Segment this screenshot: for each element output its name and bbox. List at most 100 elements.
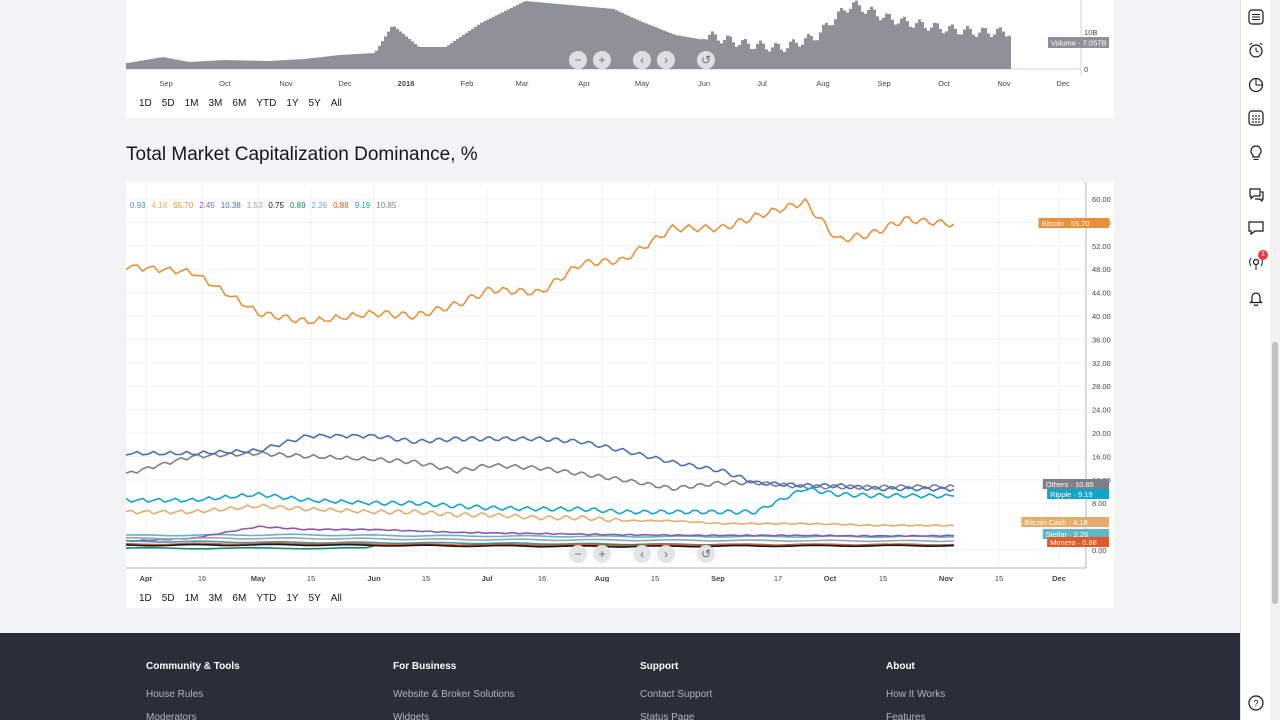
- footer-link[interactable]: House Rules: [146, 689, 204, 700]
- x-tick-label: 16: [538, 574, 546, 582]
- watchlist-icon[interactable]: [1246, 7, 1266, 27]
- volume-bar: [993, 34, 996, 69]
- volume-bar: [306, 58, 309, 69]
- notifications-bell-icon[interactable]: [1246, 288, 1266, 308]
- volume-range-1y[interactable]: 1Y: [286, 98, 299, 109]
- footer-link[interactable]: Website & Broker Solutions: [393, 689, 515, 700]
- y-tick-label: 52.00: [1092, 242, 1111, 251]
- volume-bar: [639, 21, 642, 69]
- volume-bar: [717, 40, 720, 69]
- help-icon[interactable]: ?: [1246, 693, 1266, 713]
- volume-bar: [873, 9, 876, 70]
- volume-bar: [267, 60, 270, 69]
- volume-bar: [195, 61, 198, 69]
- dominance-range-3m[interactable]: 3M: [208, 593, 223, 604]
- volume-bar: [615, 10, 618, 70]
- reset-chart-button[interactable]: ↺: [697, 51, 715, 69]
- footer-link[interactable]: Widgets: [393, 712, 430, 720]
- volume-bar: [909, 26, 912, 69]
- dominance-range-6m[interactable]: 6M: [232, 593, 247, 604]
- dominance-range-ytd[interactable]: YTD: [256, 593, 277, 604]
- scroll-left-button[interactable]: ‹: [633, 545, 651, 563]
- volume-bar: [297, 59, 300, 69]
- volume-x-tick: Dec: [338, 79, 352, 88]
- volume-bar: [561, 4, 564, 69]
- legend-value: 2.45: [199, 201, 215, 210]
- page-scrollbar[interactable]: [1270, 0, 1280, 720]
- volume-bar: [294, 59, 297, 69]
- volume-x-tick: Dec: [1056, 79, 1070, 88]
- footer-link[interactable]: Status Page: [640, 712, 695, 720]
- zoom-in-button[interactable]: +: [593, 545, 611, 563]
- volume-bar: [879, 20, 882, 69]
- scroll-right-button[interactable]: ›: [657, 545, 675, 563]
- zoom-out-button[interactable]: −: [569, 51, 587, 69]
- volume-range-all[interactable]: All: [330, 98, 342, 109]
- volume-chart-controls: − + ‹ › ↺: [569, 51, 715, 69]
- volume-bar: [570, 5, 573, 69]
- volume-range-6m[interactable]: 6M: [232, 98, 247, 109]
- volume-range-3m[interactable]: 3M: [208, 98, 223, 109]
- dominance-range-1d[interactable]: 1D: [139, 593, 152, 604]
- dominance-chart[interactable]: 60.0056.0052.0048.0044.0040.0036.0032.00…: [126, 182, 1114, 582]
- footer: Community & Tools House Rules Moderators Fo…: [0, 633, 1240, 720]
- private-chats-icon[interactable]: [1246, 218, 1266, 238]
- volume-bar: [333, 55, 336, 69]
- volume-bar: [936, 23, 939, 69]
- volume-range-5y[interactable]: 5Y: [308, 98, 321, 109]
- volume-bar: [672, 34, 675, 69]
- streams-icon[interactable]: 1: [1246, 250, 1268, 273]
- scrollbar-thumb[interactable]: [1272, 342, 1278, 604]
- volume-range-1d[interactable]: 1D: [139, 98, 152, 109]
- alerts-clock-icon[interactable]: [1246, 40, 1266, 60]
- dominance-range-1m[interactable]: 1M: [184, 593, 199, 604]
- legend-value: 9.19: [354, 201, 371, 210]
- dominance-range-1y[interactable]: 1Y: [286, 593, 299, 604]
- price-label-box: [1042, 479, 1109, 489]
- footer-link[interactable]: Contact Support: [640, 689, 713, 700]
- volume-bar: [558, 4, 561, 69]
- volume-bar: [312, 57, 315, 69]
- volume-chart-card: Sep Oct Nov Dec 2018 Feb Mar Apr May Jun Jul Aug Sep…: [126, 0, 1114, 118]
- footer-link[interactable]: How It Works: [886, 689, 946, 700]
- volume-bar: [264, 60, 267, 69]
- volume-bar: [132, 61, 135, 69]
- zoom-out-button[interactable]: −: [569, 545, 587, 563]
- volume-bar: [360, 53, 363, 69]
- volume-bar: [642, 22, 645, 69]
- volume-range-ytd[interactable]: YTD: [256, 98, 277, 109]
- scroll-right-button[interactable]: ›: [657, 51, 675, 69]
- scroll-left-button[interactable]: ‹: [633, 51, 651, 69]
- volume-bar: [180, 60, 183, 69]
- dominance-range-all[interactable]: All: [330, 593, 342, 604]
- volume-bar: [234, 60, 237, 69]
- volume-bar: [864, 13, 867, 69]
- volume-x-tick: Jul: [757, 79, 767, 88]
- volume-bar: [543, 2, 546, 69]
- chats-icon[interactable]: [1246, 185, 1266, 205]
- volume-bar: [441, 47, 444, 69]
- volume-bar: [378, 45, 381, 69]
- footer-link[interactable]: Moderators: [146, 712, 197, 720]
- svg-text:?: ?: [1253, 699, 1258, 709]
- legend-value: 10.38: [220, 201, 241, 210]
- volume-chart[interactable]: Sep Oct Nov Dec 2018 Feb Mar Apr May Jun Jul Aug Sep…: [126, 0, 1114, 92]
- volume-range-1m[interactable]: 1M: [184, 98, 199, 109]
- volume-range-5d[interactable]: 5D: [161, 98, 175, 109]
- dominance-range-5d[interactable]: 5D: [161, 593, 175, 604]
- ideas-lightbulb-icon[interactable]: [1246, 143, 1266, 163]
- dominance-range-5y[interactable]: 5Y: [308, 593, 321, 604]
- calendar-icon[interactable]: [1246, 108, 1266, 128]
- volume-bar: [144, 59, 147, 69]
- data-window-icon[interactable]: [1246, 75, 1266, 95]
- volume-bar: [516, 4, 519, 69]
- volume-bar: [636, 19, 639, 69]
- footer-link[interactable]: Features: [886, 712, 926, 720]
- volume-bar: [660, 29, 663, 69]
- zoom-in-button[interactable]: +: [593, 51, 611, 69]
- volume-bar: [945, 31, 948, 69]
- reset-chart-button[interactable]: ↺: [697, 545, 715, 563]
- volume-bar: [498, 13, 501, 69]
- volume-bar: [900, 18, 903, 70]
- x-tick-label: 17: [774, 574, 782, 582]
